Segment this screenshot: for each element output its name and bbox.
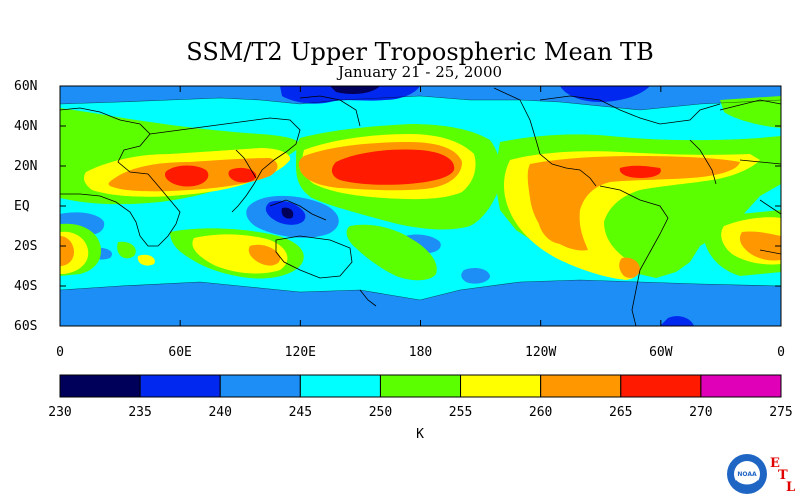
colorbar-segment <box>219 374 301 398</box>
coastlines <box>60 87 781 326</box>
colorbar-tick-label: 240 <box>208 405 232 420</box>
colorbar-tick-label: 260 <box>528 405 553 420</box>
colorbar-tick-label: 265 <box>609 405 633 420</box>
logo-letter-e: E <box>770 456 780 471</box>
latitude-label: EQ <box>14 199 30 214</box>
colorbar-tick-label: 245 <box>288 405 313 420</box>
colorbar-segment <box>379 374 462 398</box>
colorbar-tick-label: 255 <box>448 405 473 420</box>
latitude-label: 40N <box>14 119 38 134</box>
noaa-logo-text: NOAA <box>737 471 757 478</box>
contour-fields <box>60 86 781 326</box>
latitude-label: 60S <box>14 319 38 334</box>
colorbar-tick-label: 250 <box>368 405 393 420</box>
noaa-logo <box>727 454 767 494</box>
map-subtitle: January 21 - 25, 2000 <box>337 63 503 81</box>
longitude-label: 180 <box>408 345 433 360</box>
colorbar-segment <box>139 374 221 398</box>
colorbar-tick-label: 230 <box>48 405 72 420</box>
colorbar-segment <box>460 374 542 398</box>
colorbar-segment <box>620 374 702 398</box>
colorbar-segment <box>59 374 141 398</box>
longitude-label: 0 <box>56 345 64 360</box>
latitude-label: 20N <box>14 159 38 174</box>
longitude-label: 120W <box>525 345 557 360</box>
colorbar-tick-label: 235 <box>128 405 152 420</box>
colorbar-unit: K <box>416 427 424 442</box>
colorbar <box>59 374 782 398</box>
noaa-etl-logo: NOAA E T L <box>728 452 798 498</box>
logo-letter-l: L <box>786 480 796 495</box>
axis-ticks <box>59 85 782 327</box>
colorbar-segment <box>700 374 782 398</box>
longitude-label: 60W <box>649 345 673 360</box>
colorbar-segment <box>299 374 381 398</box>
map-title: SSM/T2 Upper Tropospheric Mean TB <box>186 38 654 66</box>
latitude-label: 40S <box>14 279 38 294</box>
colorbar-tick-label: 275 <box>769 405 793 420</box>
logo-letter-t: T <box>778 468 788 483</box>
longitude-label: 60E <box>168 345 192 360</box>
latitude-label: 60N <box>14 79 38 94</box>
colorbar-tick-label: 270 <box>689 405 713 420</box>
latitude-label: 20S <box>14 239 38 254</box>
longitude-label: 0 <box>777 345 785 360</box>
colorbar-segment <box>540 374 622 398</box>
longitude-label: 120E <box>284 345 316 360</box>
